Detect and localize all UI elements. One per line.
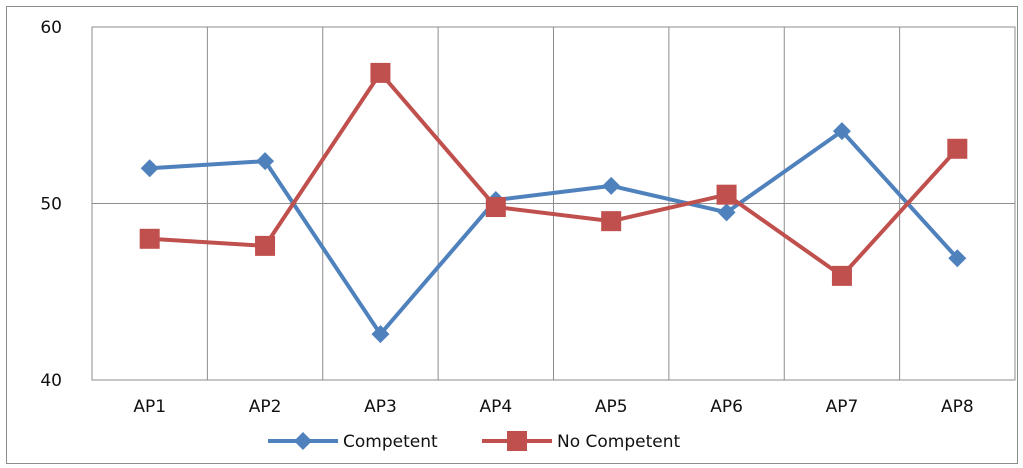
grid-layer (92, 27, 1015, 380)
data-point (255, 235, 276, 256)
data-point (485, 197, 506, 218)
series-line (149, 129, 959, 337)
data-point (831, 265, 852, 286)
x-axis-ticks: AP1 AP2 AP3 AP4 AP5 AP6 AP7 AP8 (133, 397, 973, 417)
legend-item: Competent (268, 432, 438, 452)
legend-item: No Competent (482, 431, 681, 452)
x-tick-label: AP3 (364, 397, 397, 417)
series-layer (139, 62, 968, 344)
data-point (832, 122, 851, 141)
legend-label: No Competent (557, 432, 681, 452)
legend: Competent No Competent (268, 431, 681, 452)
x-tick-label: AP8 (941, 397, 974, 417)
data-point (371, 325, 390, 344)
x-tick-label: AP5 (595, 397, 628, 417)
x-tick-label: AP2 (249, 397, 282, 417)
x-tick-label: AP1 (133, 397, 166, 417)
data-point (948, 249, 967, 268)
x-tick-label: AP6 (710, 397, 743, 417)
data-point (716, 184, 737, 205)
y-axis-ticks: 40 50 60 (40, 18, 62, 391)
legend-marker (294, 432, 312, 450)
data-point (140, 159, 159, 178)
legend-label: Competent (343, 432, 438, 452)
series-line (149, 70, 959, 278)
data-point (602, 176, 621, 195)
y-tick-label: 60 (40, 18, 62, 38)
data-point (139, 228, 160, 249)
legend-marker (507, 431, 527, 451)
x-tick-label: AP4 (479, 397, 512, 417)
y-tick-label: 50 (40, 195, 62, 215)
data-point (256, 152, 275, 171)
x-tick-label: AP7 (826, 397, 859, 417)
y-tick-label: 40 (40, 371, 62, 391)
series-no-competent (139, 62, 968, 286)
data-point (947, 138, 968, 159)
data-point (717, 203, 736, 222)
data-point (370, 62, 391, 83)
data-point (601, 211, 622, 232)
